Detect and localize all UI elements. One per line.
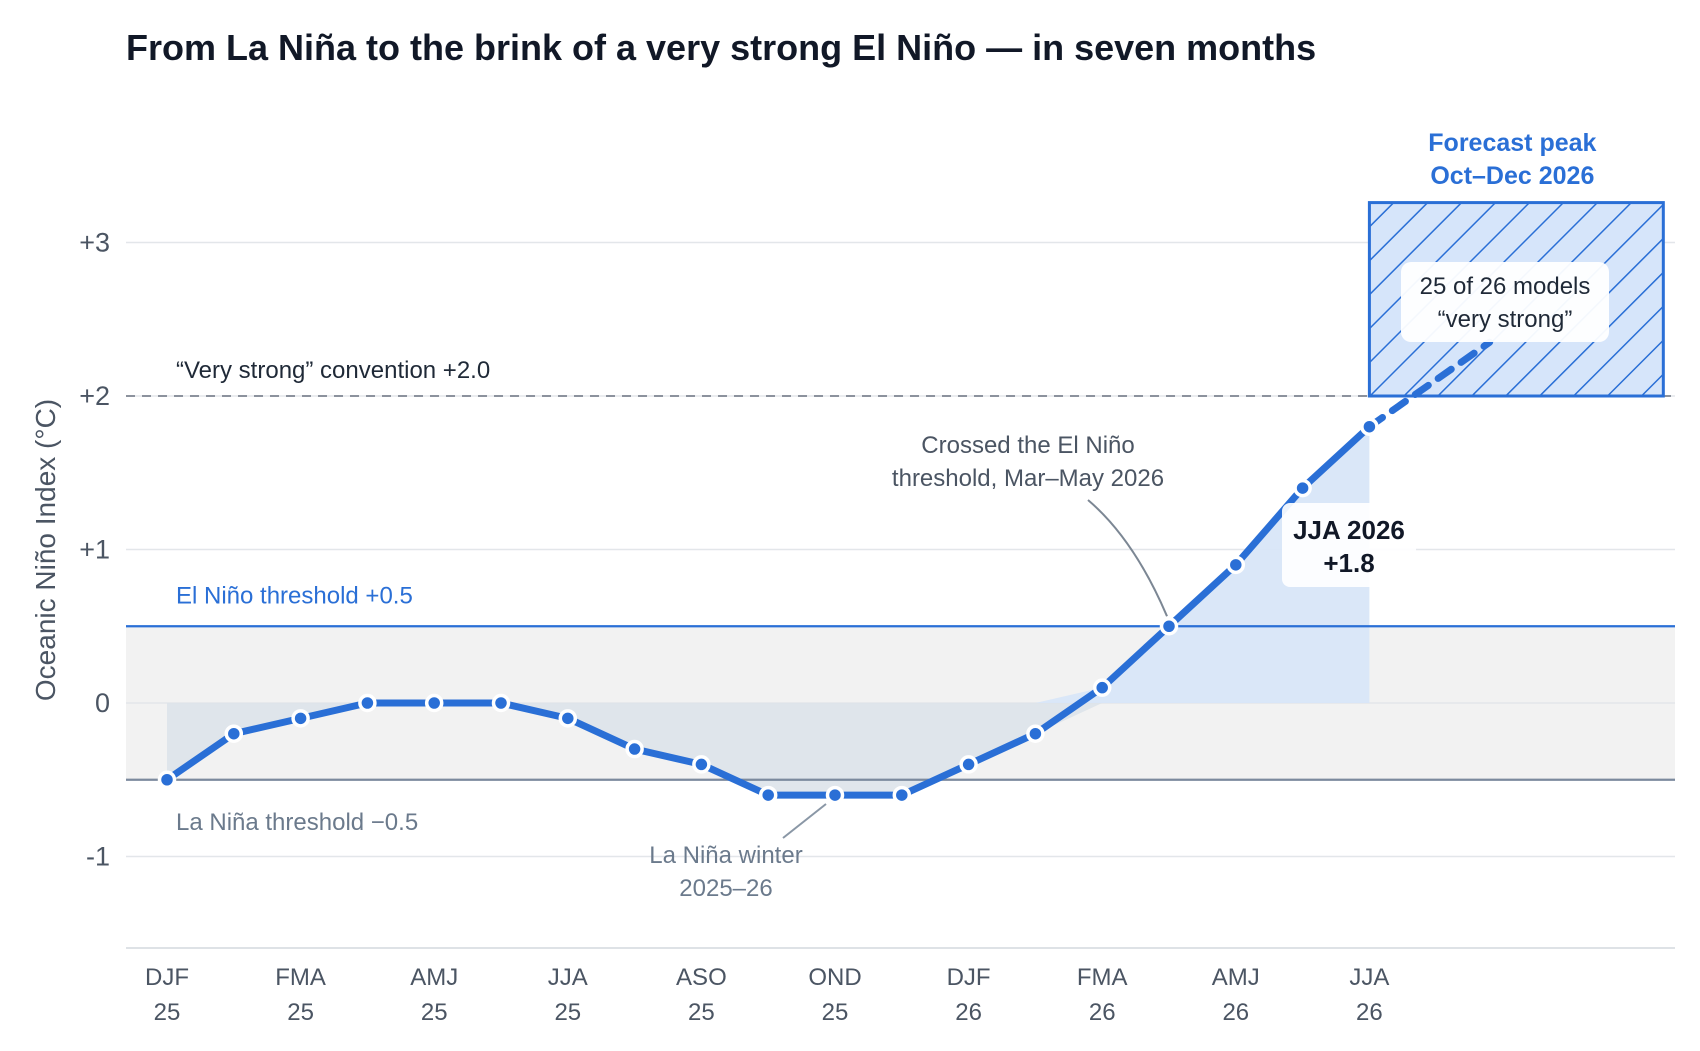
- x-tick-year: 25: [554, 999, 581, 1026]
- forecast-title-line1: Forecast peak: [1428, 129, 1596, 157]
- x-tick-season: JJA: [548, 964, 588, 991]
- data-point: [1293, 478, 1312, 498]
- data-point: [758, 785, 778, 805]
- x-axis-ticks: DJF 25 FMA 25 AMJ 25 JJA 25 ASO 25 OND 25 DJF 26 FMA 26…: [145, 964, 1389, 1026]
- jja-callout-line2: +1.8: [1323, 548, 1374, 578]
- y-tick-label: 0: [95, 688, 110, 718]
- models-note-box: [1401, 262, 1609, 342]
- data-point: [491, 693, 511, 713]
- y-axis-label: Oceanic Niño Index (°C): [30, 399, 61, 701]
- data-point: [1159, 617, 1179, 636]
- below-zero-fill: [167, 703, 1370, 796]
- crossed-label-line2: threshold, Mar–May 2026: [892, 465, 1164, 492]
- la-nina-winter-line1: La Niña winter: [649, 842, 802, 869]
- x-tick-season: FMA: [275, 964, 326, 991]
- x-tick-year: 25: [287, 999, 314, 1026]
- x-tick-season: ASO: [676, 964, 727, 991]
- data-points: [157, 417, 1379, 805]
- data-point: [825, 785, 845, 805]
- x-tick-season: FMA: [1077, 964, 1128, 991]
- x-tick-season: DJF: [145, 964, 189, 991]
- y-tick-label: +3: [79, 228, 110, 258]
- la-nina-leader: [782, 803, 827, 839]
- data-point: [692, 755, 711, 774]
- x-tick-season: AMJ: [410, 964, 458, 991]
- data-point: [291, 709, 310, 728]
- chart-title: From La Niña to the brink of a very stro…: [126, 27, 1316, 68]
- x-tick-year: 26: [1089, 999, 1116, 1026]
- data-point: [959, 755, 978, 774]
- x-tick-season: JJA: [1349, 964, 1389, 991]
- x-tick-year: 25: [421, 999, 448, 1026]
- data-point: [1092, 678, 1112, 697]
- data-point: [1226, 555, 1246, 575]
- data-point: [558, 709, 578, 728]
- forecast-title-line2: Oct–Dec 2026: [1430, 162, 1594, 190]
- models-note-line1: 25 of 26 models: [1420, 273, 1591, 300]
- x-tick-year: 25: [822, 999, 849, 1026]
- models-note-line2: “very strong”: [1438, 306, 1573, 333]
- area-fill-layer: [167, 426, 1370, 796]
- x-tick-season: OND: [808, 964, 861, 991]
- x-tick-year: 25: [688, 999, 715, 1026]
- la-nina-winter-line2: 2025–26: [679, 875, 772, 902]
- very-strong-label: “Very strong” convention +2.0: [176, 357, 490, 384]
- annotation-leaders: [782, 499, 1168, 839]
- y-tick-label: +2: [79, 381, 110, 411]
- data-point: [1360, 417, 1379, 436]
- el-nino-threshold-label: El Niño threshold +0.5: [176, 582, 413, 609]
- crossed-leader: [1087, 499, 1168, 617]
- y-tick-label: -1: [86, 842, 110, 872]
- above-zero-fill: [167, 426, 1370, 703]
- jja-callout-box: [1282, 503, 1416, 587]
- x-tick-season: DJF: [947, 964, 991, 991]
- data-point: [157, 770, 177, 789]
- data-point: [1026, 724, 1045, 743]
- y-axis-ticks: +3 +2 +1 0 -1: [79, 228, 110, 872]
- x-tick-year: 26: [1356, 999, 1383, 1026]
- jja-callout-line1: JJA 2026: [1293, 515, 1405, 545]
- crossed-label-line1: Crossed the El Niño: [921, 432, 1134, 459]
- data-point: [224, 724, 244, 743]
- forecast-dashed-line: [1365, 338, 1494, 431]
- x-tick-season: AMJ: [1212, 964, 1260, 991]
- x-tick-year: 25: [154, 999, 181, 1026]
- data-point: [892, 785, 912, 805]
- x-tick-year: 26: [1222, 999, 1249, 1026]
- data-point: [358, 693, 377, 713]
- data-point: [625, 739, 644, 759]
- y-tick-label: +1: [79, 535, 110, 565]
- annotation-labels: El Niño threshold +0.5 La Niña threshold …: [176, 262, 1609, 902]
- threshold-lines: [126, 395, 1675, 781]
- data-point: [424, 693, 444, 713]
- x-tick-year: 26: [955, 999, 982, 1026]
- la-nina-threshold-label: La Niña threshold −0.5: [176, 809, 418, 836]
